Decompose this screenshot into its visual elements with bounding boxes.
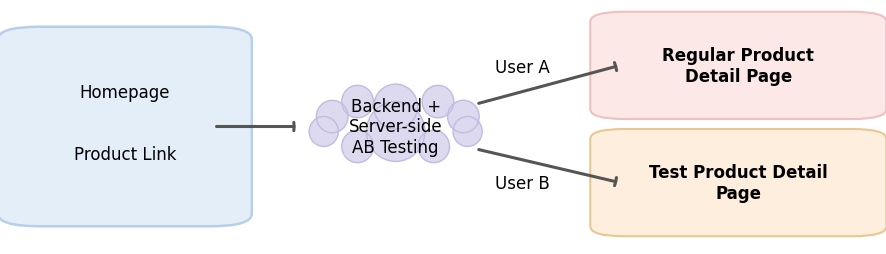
Ellipse shape bbox=[422, 86, 454, 118]
Ellipse shape bbox=[453, 117, 482, 147]
FancyBboxPatch shape bbox=[590, 13, 886, 120]
Text: Backend +
Server-side
AB Testing: Backend + Server-side AB Testing bbox=[349, 97, 442, 157]
Text: Product Link: Product Link bbox=[74, 145, 176, 163]
Ellipse shape bbox=[342, 131, 373, 163]
Ellipse shape bbox=[367, 102, 425, 162]
Text: User B: User B bbox=[495, 174, 550, 193]
Ellipse shape bbox=[374, 85, 417, 130]
Text: Homepage: Homepage bbox=[80, 83, 170, 101]
Ellipse shape bbox=[418, 131, 449, 163]
Ellipse shape bbox=[316, 101, 348, 133]
Ellipse shape bbox=[342, 86, 373, 118]
FancyBboxPatch shape bbox=[0, 28, 252, 226]
FancyBboxPatch shape bbox=[590, 130, 886, 236]
Ellipse shape bbox=[447, 101, 479, 133]
Text: User A: User A bbox=[495, 59, 550, 77]
Text: Regular Product
Detail Page: Regular Product Detail Page bbox=[663, 47, 814, 85]
Text: Test Product Detail
Page: Test Product Detail Page bbox=[649, 164, 828, 202]
Ellipse shape bbox=[309, 117, 338, 147]
